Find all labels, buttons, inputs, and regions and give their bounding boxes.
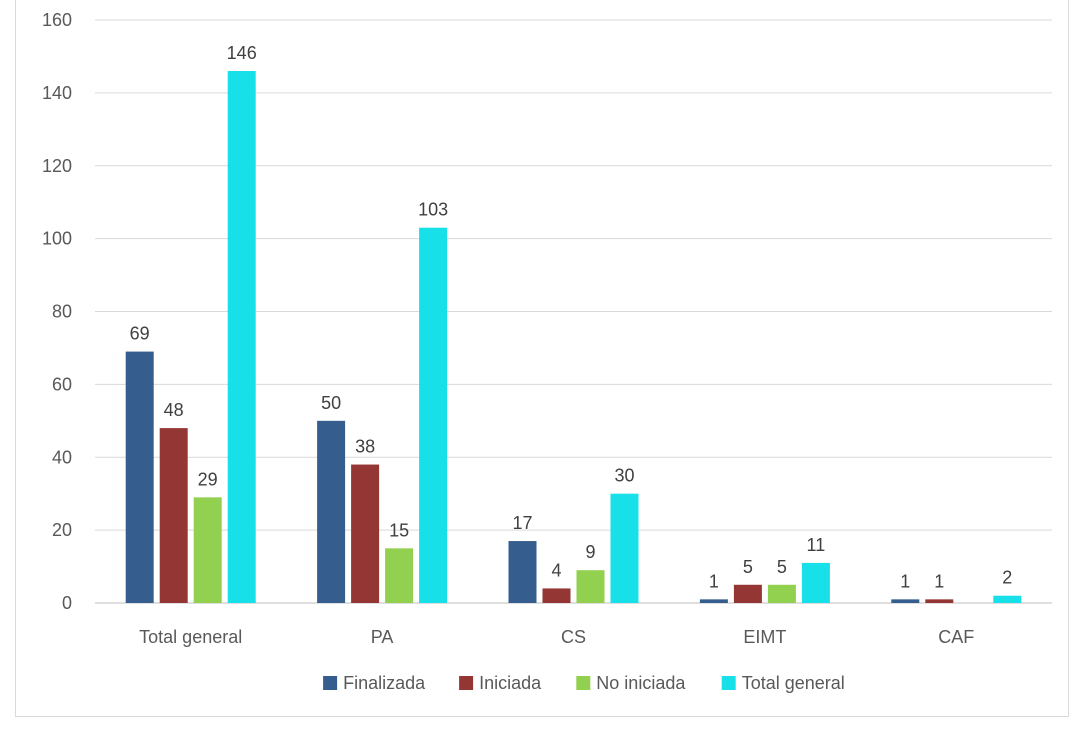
bar-no-iniciada xyxy=(193,497,222,603)
y-tick-label: 20 xyxy=(52,520,72,540)
y-tick-label: 120 xyxy=(42,156,72,176)
data-label: 9 xyxy=(585,542,595,562)
data-label: 5 xyxy=(743,557,753,577)
legend-label: Iniciada xyxy=(479,673,542,693)
bar-no-iniciada xyxy=(385,548,414,603)
data-label: 69 xyxy=(130,324,150,344)
data-label: 2 xyxy=(1002,568,1012,588)
legend-swatch xyxy=(576,676,591,690)
y-tick-label: 140 xyxy=(42,83,72,103)
bar-finalizada xyxy=(125,351,154,603)
bar-iniciada xyxy=(542,588,571,603)
data-label: 103 xyxy=(418,200,448,220)
legend-label: Total general xyxy=(742,673,845,693)
data-label: 1 xyxy=(934,571,944,591)
y-tick-label: 80 xyxy=(52,302,72,322)
legend-label: Finalizada xyxy=(343,673,426,693)
bar-total-general xyxy=(419,227,448,603)
bar-finalizada xyxy=(699,599,728,603)
x-tick-label: EIMT xyxy=(743,627,786,647)
x-tick-label: PA xyxy=(371,627,394,647)
data-label: 38 xyxy=(355,437,375,457)
y-tick-label: 100 xyxy=(42,229,72,249)
data-label: 5 xyxy=(777,557,787,577)
legend-label: No iniciada xyxy=(596,673,686,693)
data-label: 4 xyxy=(551,560,561,580)
y-tick-label: 60 xyxy=(52,374,72,394)
data-label: 50 xyxy=(321,393,341,413)
data-label: 30 xyxy=(614,466,634,486)
data-label: 29 xyxy=(198,469,218,489)
bar-total-general xyxy=(610,493,639,603)
y-tick-label: 40 xyxy=(52,447,72,467)
bar-finalizada xyxy=(317,420,346,603)
data-label: 1 xyxy=(709,571,719,591)
data-label: 1 xyxy=(900,571,910,591)
bar-iniciada xyxy=(733,584,762,603)
bar-no-iniciada xyxy=(576,570,605,603)
legend-swatch xyxy=(721,676,736,690)
x-tick-label: CAF xyxy=(938,627,974,647)
y-tick-label: 0 xyxy=(62,593,72,613)
bar-total-general xyxy=(993,595,1022,603)
bar-total-general xyxy=(801,562,830,603)
bar-iniciada xyxy=(925,599,954,603)
legend-swatch xyxy=(459,676,474,690)
bar-iniciada xyxy=(159,428,188,603)
legend-swatch xyxy=(323,676,338,690)
data-label: 146 xyxy=(227,43,257,63)
data-label: 11 xyxy=(807,535,826,555)
data-label: 17 xyxy=(512,513,532,533)
bar-finalizada xyxy=(891,599,920,603)
data-label: 15 xyxy=(389,520,409,540)
bar-no-iniciada xyxy=(767,584,796,603)
bar-total-general xyxy=(227,71,256,603)
data-label: 48 xyxy=(164,400,184,420)
bar-iniciada xyxy=(351,464,380,603)
bar-finalizada xyxy=(508,541,537,603)
chart-frame xyxy=(15,0,1069,717)
x-tick-label: Total general xyxy=(139,627,242,647)
x-tick-label: CS xyxy=(561,627,586,647)
y-tick-label: 160 xyxy=(42,10,72,30)
